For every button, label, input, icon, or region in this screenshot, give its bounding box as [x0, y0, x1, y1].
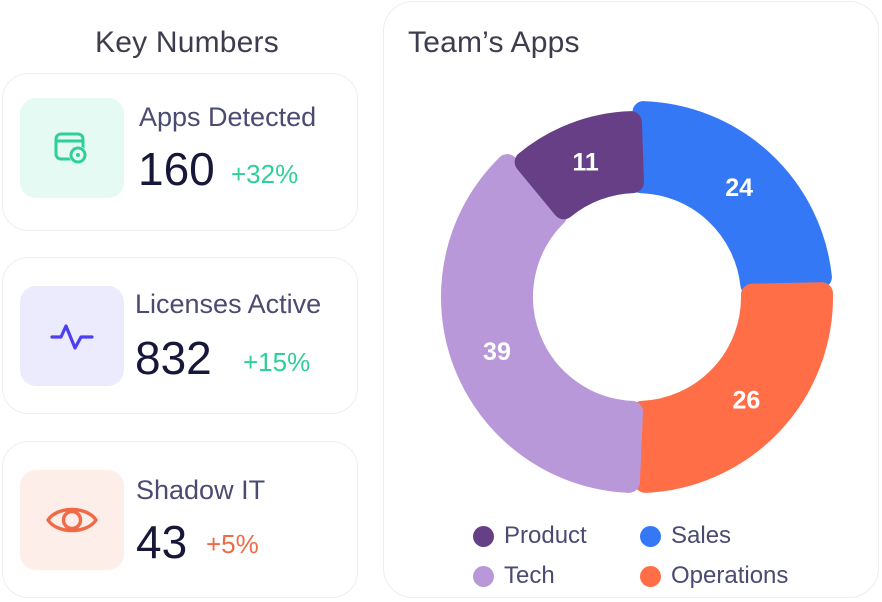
teams-apps-donut-chart: 24 26 39 11	[441, 101, 833, 493]
legend-item-operations: Operations	[640, 562, 788, 590]
app-detect-icon	[54, 132, 87, 164]
donut-slice-tech[interactable]	[441, 154, 643, 493]
legend-item-tech: Tech	[473, 562, 555, 590]
legend-dot	[473, 525, 494, 547]
eye-icon	[46, 507, 98, 533]
apps-detected-card[interactable]: Apps Detected 160 +32%	[2, 73, 358, 231]
activity-icon	[50, 324, 94, 350]
legend-label: Sales	[671, 522, 732, 549]
donut-label-operations: 26	[732, 387, 760, 415]
metric-value: 160	[138, 143, 215, 195]
metric-label: Apps Detected	[139, 102, 317, 132]
legend-label: Tech	[504, 562, 555, 589]
teams-apps-title: Team’s Apps	[408, 26, 580, 59]
metric-change: +5%	[206, 529, 259, 559]
legend-dot	[640, 525, 661, 547]
donut-slice-sales[interactable]	[630, 101, 832, 296]
metric-change: +32%	[231, 159, 299, 189]
legend-label: Product	[504, 522, 587, 549]
metric-label: Shadow IT	[136, 475, 266, 505]
metric-value: 43	[136, 516, 188, 568]
teams-apps-panel	[383, 1, 879, 598]
shadow-it-card[interactable]: Shadow IT 43 +5%	[2, 441, 358, 598]
licenses-active-card[interactable]: Licenses Active 832 +15%	[2, 257, 358, 414]
metric-value: 832	[135, 332, 212, 384]
legend-dot	[473, 565, 494, 587]
legend-dot	[640, 565, 661, 587]
licenses-active-icon-box	[20, 286, 124, 386]
legend-label: Operations	[671, 562, 789, 589]
shadow-it-icon-box	[20, 470, 124, 570]
donut-slice-operations[interactable]	[631, 282, 833, 493]
legend-item-sales: Sales	[640, 522, 731, 550]
donut-slice-product[interactable]	[514, 111, 644, 220]
donut-label-product: 11	[572, 148, 599, 176]
donut-label-sales: 24	[725, 174, 753, 202]
donut-label-tech: 39	[483, 338, 511, 366]
legend-item-product: Product	[473, 522, 587, 550]
metric-label: Licenses Active	[135, 289, 322, 319]
metric-change: +15%	[243, 347, 311, 377]
key-numbers-title: Key Numbers	[95, 26, 279, 59]
apps-detected-icon-box	[20, 98, 124, 198]
